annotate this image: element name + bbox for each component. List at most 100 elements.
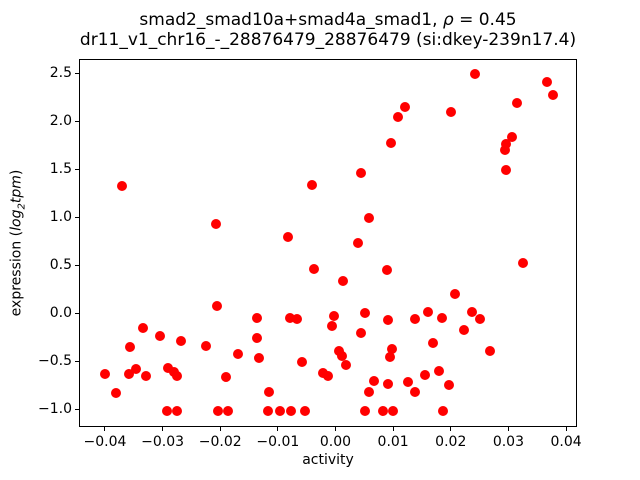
y-tick-label: −1.0: [38, 401, 72, 417]
y-tick: [75, 408, 79, 410]
y-tick-label: −0.5: [38, 353, 72, 369]
data-point: [352, 237, 363, 248]
data-point: [200, 340, 211, 351]
data-point: [484, 346, 495, 357]
x-tick-label: 0.02: [435, 434, 467, 450]
data-point: [449, 288, 460, 299]
x-tick: [219, 427, 221, 431]
data-point: [388, 405, 399, 416]
data-point: [337, 276, 348, 287]
data-point: [328, 310, 339, 321]
y-tick-label: 0.0: [49, 305, 72, 321]
data-point: [385, 352, 396, 363]
data-point: [252, 332, 263, 343]
data-point: [306, 180, 317, 191]
x-tick-label: 0.00: [319, 434, 352, 450]
x-tick-label: −0.02: [198, 434, 242, 450]
data-point: [518, 258, 529, 269]
x-tick: [565, 427, 567, 431]
data-point: [363, 386, 374, 397]
x-tick-label: −0.04: [83, 434, 127, 450]
data-point: [381, 264, 392, 275]
data-point: [317, 368, 328, 379]
y-label-prefix: expression (: [8, 230, 25, 317]
data-point: [123, 369, 134, 380]
data-point: [131, 363, 142, 374]
x-tick-label: 0.04: [550, 434, 582, 450]
y-tick: [75, 72, 79, 74]
data-point: [369, 376, 380, 387]
data-point: [427, 337, 438, 348]
data-point: [171, 371, 182, 382]
data-point: [263, 405, 274, 416]
y-axis-label: expression (log2tpm): [9, 170, 28, 317]
data-point: [444, 380, 455, 390]
data-point: [284, 312, 295, 323]
y-tick: [75, 264, 79, 266]
data-point: [211, 218, 222, 229]
y-tick: [75, 216, 79, 218]
data-point: [211, 301, 222, 312]
data-point: [400, 101, 411, 112]
data-point: [393, 112, 404, 123]
data-point: [434, 365, 445, 376]
y-tick-label: 1.5: [49, 161, 72, 177]
chart-title: smad2_smad10a+smad4a_smad1, ρ = 0.45 dr1…: [79, 10, 577, 50]
data-point: [299, 405, 310, 416]
x-tick: [392, 427, 394, 431]
data-point: [423, 307, 434, 318]
chart-title-line2: dr11_v1_chr16_-_28876479_28876479 (si:dk…: [79, 30, 577, 50]
data-point: [161, 405, 172, 416]
data-point: [469, 68, 480, 79]
y-label-suffix: ): [8, 169, 25, 176]
data-point: [110, 387, 121, 398]
data-point: [252, 312, 263, 323]
data-point: [446, 107, 457, 118]
y-tick-label: 0.5: [49, 257, 72, 273]
data-point: [323, 371, 333, 382]
data-point: [385, 138, 396, 149]
data-point: [548, 90, 559, 101]
data-point: [542, 76, 553, 87]
data-point: [501, 139, 512, 150]
x-tick-label: −0.03: [141, 434, 185, 450]
data-point: [253, 353, 264, 364]
data-point: [512, 97, 523, 108]
data-point: [459, 325, 470, 336]
data-point: [499, 144, 510, 155]
x-tick: [277, 427, 279, 431]
x-axis-label: activity: [302, 452, 354, 468]
data-point: [275, 405, 286, 416]
data-point: [506, 132, 517, 143]
data-point: [436, 312, 447, 323]
title-text: smad2_smad10a+smad4a_smad1,: [139, 10, 443, 30]
x-tick: [334, 427, 336, 431]
data-point: [386, 344, 397, 355]
data-point: [309, 263, 320, 274]
data-point: [116, 181, 127, 192]
y-tick: [75, 168, 79, 170]
data-point: [220, 372, 231, 383]
y-tick-label: 1.0: [49, 209, 72, 225]
data-point: [176, 335, 187, 346]
data-point: [140, 371, 151, 382]
x-tick-label: −0.01: [256, 434, 300, 450]
data-point: [99, 369, 110, 380]
x-tick: [162, 427, 164, 431]
y-label-tpm: tpm: [8, 175, 25, 204]
data-point: [340, 359, 351, 370]
data-point: [212, 405, 223, 416]
data-point: [382, 314, 393, 325]
data-point: [419, 370, 430, 381]
y-label-log: log: [8, 209, 25, 231]
plot-area: [79, 59, 577, 427]
x-tick-label: 0.03: [492, 434, 524, 450]
x-tick-label: 0.01: [377, 434, 409, 450]
data-point: [171, 405, 182, 416]
data-point: [154, 331, 165, 342]
data-point: [327, 321, 338, 332]
data-point: [233, 349, 244, 360]
rho-symbol: ρ: [442, 10, 454, 30]
data-point: [359, 308, 370, 318]
